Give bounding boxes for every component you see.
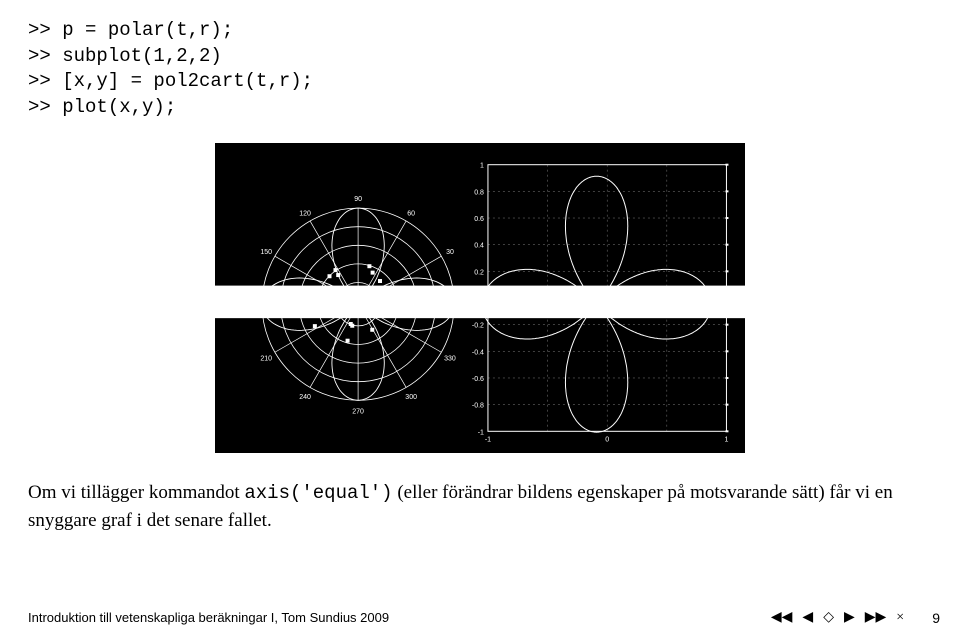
svg-text:-1: -1 bbox=[478, 429, 484, 436]
nav-first-icon[interactable]: ◀◀ bbox=[771, 609, 793, 626]
svg-text:210: 210 bbox=[260, 355, 272, 362]
svg-text:330: 330 bbox=[444, 355, 456, 362]
footer-nav: ◀◀ ◀ ◇ ▶ ▶▶ × 9 bbox=[771, 609, 940, 626]
code-block: >> p = polar(t,r); >> subplot(1,2,2) >> … bbox=[0, 0, 960, 121]
svg-text:-1: -1 bbox=[485, 436, 491, 443]
svg-text:1: 1 bbox=[724, 436, 728, 443]
figure: 0 30 60 90 120 150 180 210 240 270 300 330 1 0.8 0.6 0.… bbox=[215, 143, 745, 453]
explain-pre: Om vi tillägger kommandot bbox=[28, 482, 244, 503]
svg-text:-0.6: -0.6 bbox=[472, 376, 484, 383]
svg-text:0: 0 bbox=[605, 436, 609, 443]
svg-text:90: 90 bbox=[354, 196, 362, 203]
svg-text:120: 120 bbox=[299, 210, 311, 217]
code-line: >> plot(x,y); bbox=[28, 95, 960, 121]
nav-next-icon[interactable]: ▶ bbox=[844, 609, 855, 626]
nav-close-icon[interactable]: × bbox=[896, 610, 904, 626]
svg-text:150: 150 bbox=[260, 249, 272, 256]
explanation-text: Om vi tillägger kommandot axis('equal') … bbox=[28, 479, 932, 535]
svg-text:60: 60 bbox=[407, 210, 415, 217]
svg-text:300: 300 bbox=[405, 394, 417, 401]
page-number: 9 bbox=[932, 610, 940, 626]
svg-text:0: 0 bbox=[462, 302, 466, 309]
code-line: >> subplot(1,2,2) bbox=[28, 44, 960, 70]
nav-diamond-icon[interactable]: ◇ bbox=[823, 609, 834, 626]
svg-text:-0.2: -0.2 bbox=[472, 322, 484, 329]
svg-text:-0.8: -0.8 bbox=[472, 402, 484, 409]
svg-text:270: 270 bbox=[352, 408, 364, 415]
svg-text:0.2: 0.2 bbox=[474, 269, 484, 276]
svg-text:180: 180 bbox=[246, 302, 258, 309]
explain-cmd: axis('equal') bbox=[244, 482, 392, 504]
nav-prev-icon[interactable]: ◀ bbox=[802, 609, 813, 626]
code-line: >> p = polar(t,r); bbox=[28, 18, 960, 44]
svg-text:-0.4: -0.4 bbox=[472, 349, 484, 356]
footer: Introduktion till vetenskapliga beräknin… bbox=[28, 609, 940, 626]
svg-text:0.4: 0.4 bbox=[474, 242, 484, 249]
nav-last-icon[interactable]: ▶▶ bbox=[865, 609, 887, 626]
svg-text:240: 240 bbox=[299, 394, 311, 401]
svg-text:1: 1 bbox=[480, 162, 484, 169]
svg-text:30: 30 bbox=[446, 249, 454, 256]
code-line: >> [x,y] = pol2cart(t,r); bbox=[28, 69, 960, 95]
svg-text:0.6: 0.6 bbox=[474, 216, 484, 223]
footer-credit: Introduktion till vetenskapliga beräknin… bbox=[28, 610, 389, 625]
svg-text:0.8: 0.8 bbox=[474, 189, 484, 196]
